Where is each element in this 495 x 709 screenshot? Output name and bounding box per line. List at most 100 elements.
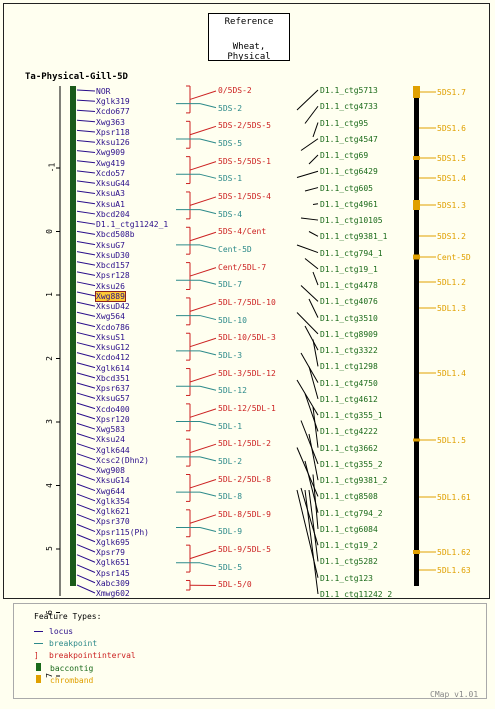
breakpointinterval-label[interactable]: 5DS-5/5DS-1	[218, 156, 271, 166]
breakpoint-label[interactable]: 5DL-9	[218, 527, 243, 537]
locus-label[interactable]: Xabc309	[96, 578, 130, 588]
contig-label[interactable]: D1.1_ctg794_1	[320, 248, 383, 258]
locus-label[interactable]: Xksu24	[96, 435, 125, 445]
breakpoint-label[interactable]: 5DL-3	[218, 350, 243, 360]
contig-label[interactable]: D1.1_ctg4076	[320, 297, 378, 307]
breakpointinterval-label[interactable]: 0/5DS-2	[218, 86, 252, 95]
breakpoint-label[interactable]: 5DS-1	[218, 174, 243, 184]
breakpoint-label[interactable]: 5DL-12	[218, 386, 247, 396]
contig-label[interactable]: D1.1_ctg6084	[320, 524, 378, 534]
locus-label[interactable]: Xcsc2(Dhn2)	[96, 455, 149, 465]
locus-label[interactable]: Xcdo786	[96, 322, 130, 332]
contig-label[interactable]: D1.1_ctg4733	[320, 102, 378, 112]
locus-label[interactable]: XksuG7	[96, 240, 125, 250]
contig-label[interactable]: D1.1_ctg6429	[320, 167, 378, 177]
chromband-label[interactable]: 5DL1.4	[437, 369, 466, 378]
locus-label[interactable]: Xbcd351	[96, 373, 130, 383]
breakpointinterval-label[interactable]: Cent/5DL-7	[218, 262, 267, 272]
breakpointinterval-label[interactable]: 5DL-7/5DL-10	[218, 297, 276, 307]
locus-label[interactable]: XksuG14	[96, 476, 130, 486]
chromband-label[interactable]: 5DS1.6	[437, 124, 466, 133]
contig-label[interactable]: D1.1_ctg4750	[320, 378, 378, 388]
locus-label[interactable]: Xpsr115(Ph)	[96, 527, 149, 537]
contig-label[interactable]: D1.1_ctg19_2	[320, 541, 378, 551]
contig-label[interactable]: D1.1_ctg9381_2	[320, 476, 388, 486]
locus-label[interactable]: XksuS1	[96, 332, 125, 342]
locus-label[interactable]: Xmwg602	[96, 589, 130, 598]
locus-label[interactable]: Xwg909	[96, 148, 125, 158]
breakpointinterval-label[interactable]: 5DS-4/Cent	[218, 227, 267, 237]
locus-label[interactable]: Xksu26	[96, 281, 125, 291]
map-title[interactable]: Ta-Physical-Gill-5D	[25, 72, 128, 82]
chromband-label[interactable]: 5DL1.3	[437, 304, 466, 313]
locus-label[interactable]: XksuA1	[96, 199, 125, 209]
breakpoint-label[interactable]: 5DS-2	[218, 103, 243, 113]
locus-label[interactable]: D1.1_ctg11242_1	[96, 220, 169, 230]
contig-label[interactable]: D1.1_ctg4547	[320, 134, 378, 144]
locus-label[interactable]: XksuA3	[96, 189, 125, 199]
breakpointinterval-label[interactable]: 5DL-8/5DL-9	[218, 509, 271, 519]
breakpointinterval-label[interactable]: 5DS-2/5DS-5	[218, 121, 271, 131]
locus-label[interactable]: Xglk354	[96, 496, 130, 506]
chromband-label[interactable]: 5DL1.62	[437, 548, 471, 557]
contig-label[interactable]: D1.1_ctg4478	[320, 281, 378, 291]
locus-label[interactable]: Xwg363	[96, 117, 125, 127]
breakpoint-label[interactable]: 5DS-4	[218, 209, 243, 219]
breakpointinterval-label[interactable]: 5DS-1/5DS-4	[218, 191, 271, 201]
breakpointinterval-label[interactable]: 5DL-9/5DL-5	[218, 545, 271, 555]
breakpointinterval-label[interactable]: 5DL-12/5DL-1	[218, 403, 276, 413]
chromband-label[interactable]: 5DL1.5	[437, 436, 466, 445]
contig-label[interactable]: D1.1_ctg69	[320, 151, 369, 161]
breakpointinterval-label[interactable]: 5DL-2/5DL-8	[218, 474, 271, 484]
contig-label[interactable]: D1.1_ctg5282	[320, 557, 378, 567]
contig-label[interactable]: D1.1_ctg355_1	[320, 411, 383, 421]
breakpoint-label[interactable]: 5DL-7	[218, 280, 243, 290]
contig-label[interactable]: D1.1_ctg19_1	[320, 264, 378, 274]
locus-label[interactable]: Xcdo412	[96, 353, 130, 363]
contig-label[interactable]: D1.1_ctg11242_2	[320, 590, 393, 599]
chromband-label[interactable]: 5DS1.5	[437, 154, 466, 163]
chromband-label[interactable]: 5DS1.2	[437, 232, 466, 241]
breakpoint-label[interactable]: 5DL-2	[218, 456, 243, 466]
locus-label[interactable]: Xbcd204	[96, 209, 130, 219]
locus-label[interactable]: Xglk319	[96, 97, 130, 107]
contig-label[interactable]: D1.1_ctg4222	[320, 427, 378, 437]
locus-label[interactable]: XksuD42	[96, 302, 130, 312]
contig-label[interactable]: D1.1_ctg123	[320, 573, 373, 583]
contig-label[interactable]: D1.1_ctg3662	[320, 443, 378, 453]
locus-label[interactable]: Xwg908	[96, 466, 125, 476]
chromband-label[interactable]: 5DS1.4	[437, 174, 466, 183]
breakpointinterval-label[interactable]: 5DL-1/5DL-2	[218, 439, 271, 449]
locus-label[interactable]: Xglk644	[96, 445, 130, 455]
contig-label[interactable]: D1.1_ctg3510	[320, 313, 378, 323]
locus-label[interactable]: Xpsr79	[96, 548, 125, 558]
locus-label[interactable]: Xwg564	[96, 312, 125, 322]
locus-label[interactable]: XksuG44	[96, 179, 130, 189]
locus-label[interactable]: Xksu126	[96, 138, 130, 148]
locus-label[interactable]: NOR	[96, 87, 111, 96]
locus-label[interactable]: Xpsr145	[96, 568, 130, 578]
locus-label[interactable]: Xwg419	[96, 158, 125, 168]
contig-label[interactable]: D1.1_ctg95	[320, 118, 369, 128]
chromband-label[interactable]: 5DS1.7	[437, 88, 466, 97]
locus-label[interactable]: Xpsr370	[96, 517, 130, 527]
contig-label[interactable]: D1.1_ctg8508	[320, 492, 378, 502]
locus-label[interactable]: Xpsr120	[96, 414, 130, 424]
reference-box[interactable]: Reference Wheat, Physical	[208, 13, 290, 62]
breakpoint-label[interactable]: 5DL-1	[218, 421, 243, 431]
locus-label[interactable]: Xglk695	[96, 537, 130, 547]
locus-label[interactable]: Xglk614	[96, 363, 130, 373]
locus-label[interactable]: Xwg889	[95, 290, 126, 302]
breakpoint-label[interactable]: 5DL-5	[218, 562, 243, 572]
contig-label[interactable]: D1.1_ctg605	[320, 183, 373, 193]
contig-label[interactable]: D1.1_ctg9381_1	[320, 232, 388, 242]
locus-label[interactable]: Xpsr637	[96, 384, 130, 394]
contig-label[interactable]: D1.1_ctg4961	[320, 199, 378, 209]
contig-label[interactable]: D1.1_ctg8909	[320, 329, 378, 339]
locus-label[interactable]: XksuD30	[96, 250, 130, 260]
chromband-label[interactable]: 5DL1.61	[437, 493, 471, 502]
locus-label[interactable]: Xcdo677	[96, 107, 130, 117]
contig-label[interactable]: D1.1_ctg10105	[320, 216, 383, 226]
breakpoint-label[interactable]: 5DL-8	[218, 492, 243, 502]
breakpointinterval-label[interactable]: 5DL-3/5DL-12	[218, 368, 276, 378]
